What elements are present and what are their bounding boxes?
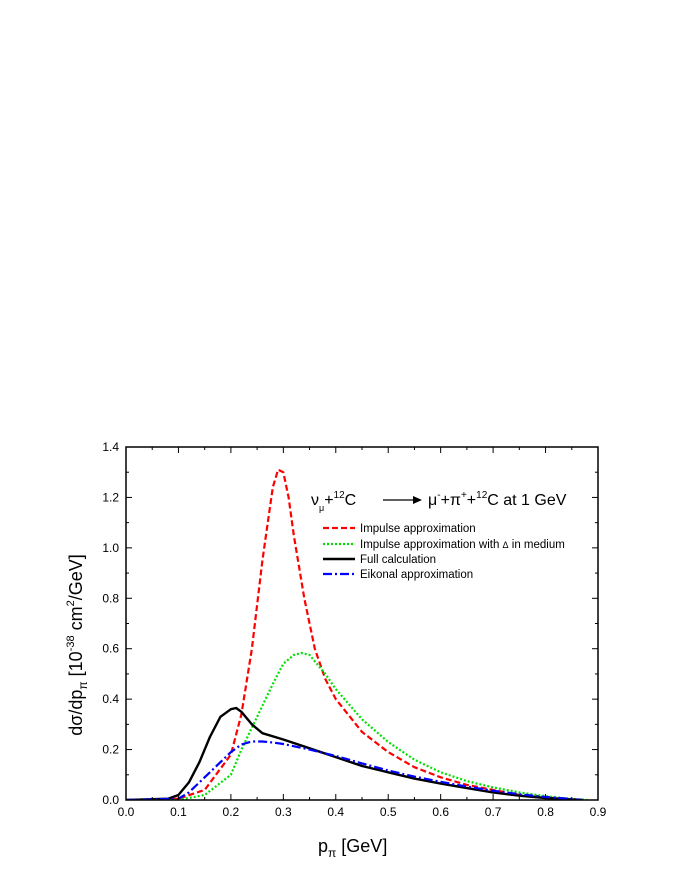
x-tick-label: 0.5 <box>380 805 397 819</box>
legend-label-delta-medium: Impulse approximation with Δ in medium <box>360 539 565 551</box>
reaction-label: νμ+12C <box>311 490 356 513</box>
y-tick-label: 1.0 <box>102 541 119 555</box>
y-tick-label: 0.4 <box>102 692 119 706</box>
x-tick-label: 0.8 <box>537 805 554 819</box>
legend-label-eikonal: Eikonal approximation <box>360 569 473 581</box>
series-line-3 <box>126 740 583 800</box>
x-tick-label: 0.1 <box>170 805 187 819</box>
x-axis-title-sub: π <box>328 846 336 860</box>
x-axis-ticks: 0.0 0.1 0.2 0.3 0.4 0.5 0.6 0.7 0.8 0.9 <box>118 447 607 819</box>
y-tick-label: 0.6 <box>102 642 119 656</box>
reaction-arrow <box>383 496 422 504</box>
y-tick-label: 1.2 <box>102 490 119 504</box>
x-axis-title: pπ [GeV] <box>318 836 387 860</box>
y-tick-label: 0.0 <box>102 793 119 807</box>
y-axis-title: dσ/dpπ [10-38 cm2/GeV] <box>65 554 90 736</box>
x-tick-label: 0.6 <box>432 805 449 819</box>
y-tick-label: 0.2 <box>102 743 119 757</box>
series-lines <box>126 468 588 800</box>
reaction-products: μ-+π++12C at 1 GeV <box>428 490 567 509</box>
series-line-2 <box>126 706 583 800</box>
x-tick-label: 0.3 <box>275 805 292 819</box>
series-line-1 <box>126 651 588 800</box>
y-tick-label: 1.4 <box>102 440 119 454</box>
x-tick-label: 0.4 <box>327 805 344 819</box>
x-tick-label: 0.2 <box>223 805 240 819</box>
legend-label-impulse: Impulse approximation <box>360 523 476 535</box>
y-axis-ticks: 0.0 0.2 0.4 0.6 0.8 1.0 1.2 1.4 <box>102 440 598 807</box>
legend-label-full: Full calculation <box>360 554 436 566</box>
series-line-0 <box>126 468 583 800</box>
legend: Impulse approximation Impulse approximat… <box>323 523 565 581</box>
y-tick-label: 0.8 <box>102 591 119 605</box>
x-tick-label: 0.0 <box>118 805 135 819</box>
x-tick-label: 0.9 <box>590 805 607 819</box>
x-tick-label: 0.7 <box>485 805 502 819</box>
